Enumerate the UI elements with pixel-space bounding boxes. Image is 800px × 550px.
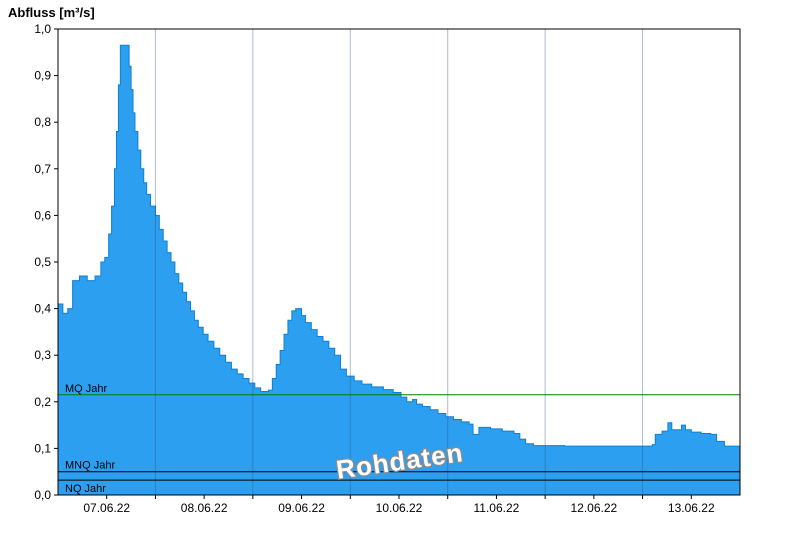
y-tick-label: 0,6 xyxy=(34,208,51,222)
x-tick-label: 12.06.22 xyxy=(570,501,617,515)
y-tick-label: 0,3 xyxy=(34,348,51,362)
reference-line-label-mnq-jahr: MNQ Jahr xyxy=(65,460,115,472)
reference-line-label-mq-jahr: MQ Jahr xyxy=(65,383,108,395)
y-tick-label: 0,0 xyxy=(34,488,51,502)
x-tick-label: 10.06.22 xyxy=(376,501,423,515)
y-tick-label: 1,0 xyxy=(34,22,51,36)
reference-line-label-nq-jahr: NQ Jahr xyxy=(65,483,106,495)
x-tick-label: 13.06.22 xyxy=(668,501,715,515)
y-tick-label: 0,7 xyxy=(34,162,51,176)
y-tick-label: 0,2 xyxy=(34,395,51,409)
y-tick-label: 0,8 xyxy=(34,115,51,129)
x-tick-label: 07.06.22 xyxy=(83,501,130,515)
x-tick-label: 08.06.22 xyxy=(181,501,228,515)
x-tick-label: 11.06.22 xyxy=(474,501,520,515)
chart-title: Abfluss [m³/s] xyxy=(8,5,95,20)
y-tick-label: 0,9 xyxy=(34,69,51,83)
x-tick-label: 09.06.22 xyxy=(278,501,325,515)
y-tick-label: 0,4 xyxy=(34,302,51,316)
discharge-line xyxy=(58,44,741,449)
y-tick-label: 0,5 xyxy=(34,255,51,269)
discharge-area xyxy=(58,45,740,496)
y-tick-label: 0,1 xyxy=(34,441,51,455)
